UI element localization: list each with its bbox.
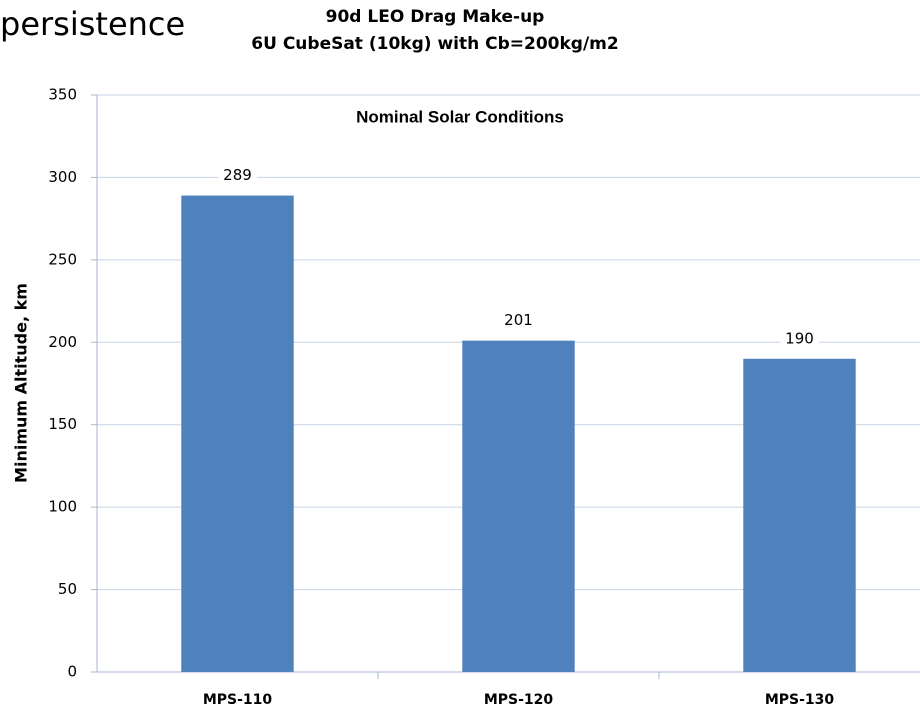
x-tick-label: MPS-130	[765, 692, 835, 708]
bar	[462, 340, 575, 672]
y-tick-label: 250	[48, 250, 77, 268]
bar	[743, 358, 856, 672]
data-label-bg	[499, 310, 538, 331]
y-tick-label: 300	[48, 168, 77, 186]
x-tick-label: MPS-110	[203, 692, 273, 708]
bar	[181, 195, 294, 672]
y-tick-label: 350	[48, 86, 77, 104]
data-label: 190	[785, 329, 814, 347]
chart-subtitle: 6U CubeSat (10kg) with Cb=200kg/m2	[251, 34, 618, 54]
y-axis-label: Minimum Altitude, km	[12, 283, 31, 483]
data-label-bg	[780, 328, 819, 349]
y-tick-label: 50	[58, 580, 77, 598]
y-tick-label: 100	[48, 498, 77, 516]
x-tick-label: MPS-120	[484, 692, 554, 708]
data-label: 289	[223, 166, 252, 184]
chart-title: 90d LEO Drag Make-up	[326, 7, 545, 27]
page-header: persistence	[0, 5, 185, 43]
annotation: Nominal Solar Conditions	[356, 107, 564, 126]
y-tick-label: 0	[67, 663, 77, 681]
y-tick-label: 200	[48, 333, 77, 351]
y-tick-label: 150	[48, 415, 77, 433]
data-label-bg	[218, 165, 257, 186]
data-label: 201	[504, 311, 533, 329]
